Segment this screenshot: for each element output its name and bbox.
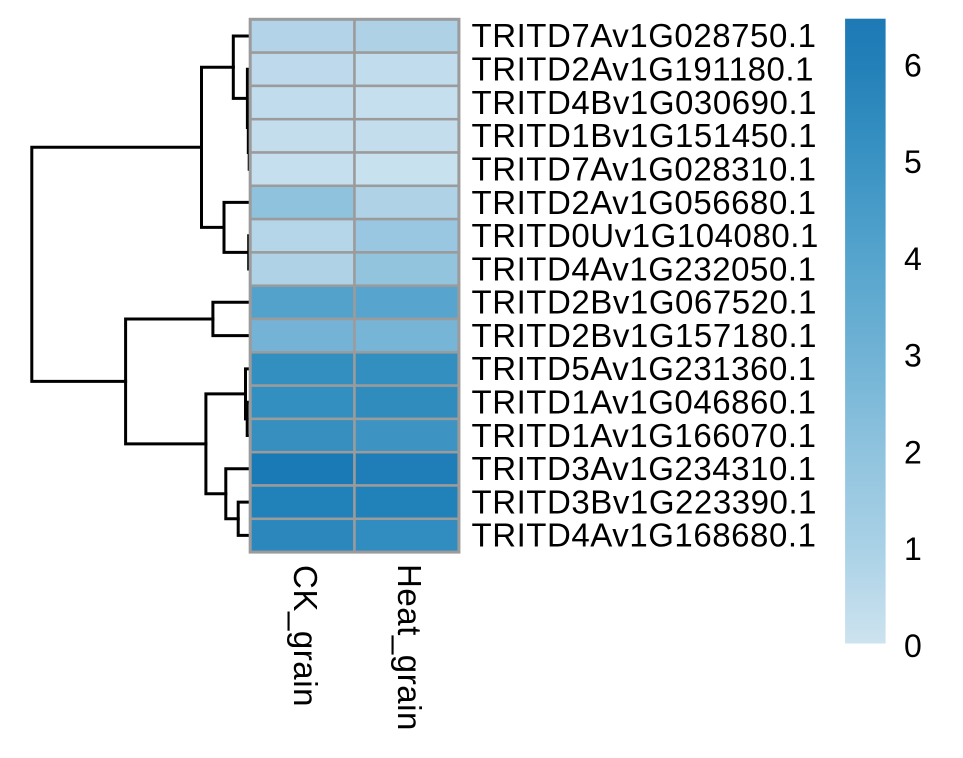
svg-text:TRITD4Av1G168680.1: TRITD4Av1G168680.1 [472, 517, 817, 554]
svg-text:TRITD1Av1G046860.1: TRITD1Av1G046860.1 [472, 384, 817, 421]
svg-text:TRITD2Av1G056680.1: TRITD2Av1G056680.1 [472, 184, 817, 221]
svg-text:TRITD5Av1G231360.1: TRITD5Av1G231360.1 [472, 350, 817, 387]
svg-text:TRITD2Bv1G067520.1: TRITD2Bv1G067520.1 [472, 284, 818, 321]
svg-text:CK_grain: CK_grain [287, 565, 324, 707]
svg-text:TRITD2Bv1G157180.1: TRITD2Bv1G157180.1 [472, 317, 818, 354]
svg-text:Heat_grain: Heat_grain [391, 564, 428, 731]
svg-text:3: 3 [904, 338, 922, 374]
svg-text:TRITD1Av1G166070.1: TRITD1Av1G166070.1 [472, 417, 817, 454]
svg-text:5: 5 [904, 144, 922, 180]
svg-text:2: 2 [904, 434, 922, 470]
svg-text:TRITD4Bv1G030690.1: TRITD4Bv1G030690.1 [472, 84, 818, 121]
svg-text:TRITD0Uv1G104080.1: TRITD0Uv1G104080.1 [472, 217, 819, 254]
svg-text:TRITD3Av1G234310.1: TRITD3Av1G234310.1 [472, 450, 817, 487]
svg-text:TRITD4Av1G232050.1: TRITD4Av1G232050.1 [472, 250, 817, 287]
svg-text:0: 0 [904, 628, 922, 664]
svg-text:TRITD7Av1G028310.1: TRITD7Av1G028310.1 [472, 151, 817, 188]
svg-text:6: 6 [904, 47, 922, 83]
svg-text:TRITD2Av1G191180.1: TRITD2Av1G191180.1 [472, 51, 815, 88]
svg-text:TRITD3Bv1G223390.1: TRITD3Bv1G223390.1 [472, 483, 818, 520]
svg-text:TRITD7Av1G028750.1: TRITD7Av1G028750.1 [472, 17, 817, 54]
svg-text:TRITD1Bv1G151450.1: TRITD1Bv1G151450.1 [472, 117, 818, 154]
svg-text:1: 1 [904, 531, 922, 567]
svg-text:4: 4 [904, 241, 922, 277]
